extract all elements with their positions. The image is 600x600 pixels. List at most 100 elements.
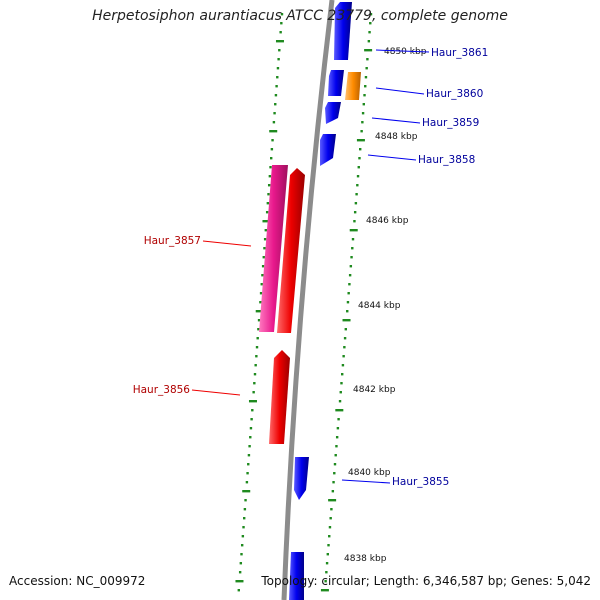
gene-leader-line	[191, 389, 241, 396]
tick-mark	[267, 184, 271, 187]
gene-label-haur-3856[interactable]: Haur_3856	[133, 384, 191, 396]
gene-label-haur-3861[interactable]: Haur_3861	[431, 47, 488, 59]
tick-mark	[256, 337, 259, 340]
gene-haur-3859[interactable]	[325, 102, 341, 124]
tick-mark	[362, 103, 365, 106]
gene-haur-3858[interactable]	[320, 134, 336, 166]
gene-label-haur-3860[interactable]: Haur_3860	[426, 88, 483, 100]
tick-mark	[354, 202, 358, 205]
tick-mark	[360, 130, 363, 133]
tick-mark	[272, 121, 276, 124]
tick-mark	[243, 517, 246, 520]
outer-tick-track	[320, 13, 373, 592]
tick-mark	[246, 472, 249, 475]
scale-label: 4844 kbp	[358, 301, 401, 311]
tick-mark	[275, 85, 278, 88]
tick-mark	[242, 490, 251, 493]
tick-mark	[241, 535, 245, 538]
tick-mark	[364, 76, 368, 79]
tick-mark	[257, 328, 260, 331]
tick-mark	[253, 382, 256, 385]
scale-label: 4838 kbp	[344, 554, 387, 564]
gene-haur-3855[interactable]	[294, 457, 309, 500]
tick-mark	[338, 400, 342, 403]
tick-mark	[275, 40, 284, 43]
tick-mark	[361, 112, 365, 115]
tick-mark	[361, 121, 364, 124]
tick-mark	[346, 310, 349, 313]
tick-mark	[328, 526, 332, 529]
tick-mark	[334, 454, 337, 457]
tick-mark	[273, 112, 276, 115]
tick-mark	[276, 76, 279, 79]
tick-mark	[353, 220, 356, 223]
gene-label-haur-3858[interactable]: Haur_3858	[418, 154, 475, 166]
tick-mark	[270, 157, 273, 160]
tick-mark	[255, 355, 258, 358]
accession-text: Accession: NC_009972	[9, 574, 146, 588]
tick-mark	[240, 544, 244, 547]
tick-mark	[330, 508, 333, 511]
tick-mark	[357, 166, 360, 169]
tick-mark	[350, 256, 353, 259]
tick-mark	[247, 454, 251, 457]
tick-mark	[244, 499, 247, 502]
gene-haur-3860[interactable]	[328, 70, 344, 96]
tick-mark	[249, 427, 253, 430]
tick-mark	[369, 22, 372, 25]
tick-mark	[259, 292, 263, 295]
tick-mark	[243, 508, 247, 511]
tick-mark	[349, 229, 358, 232]
tick-mark	[343, 346, 346, 349]
tick-mark	[280, 22, 283, 25]
tick-mark	[353, 211, 357, 214]
tick-mark	[262, 220, 271, 223]
tick-mark	[342, 355, 345, 358]
tick-mark	[269, 166, 272, 169]
gene-label-haur-3857[interactable]: Haur_3857	[144, 235, 201, 247]
tick-mark	[268, 175, 272, 178]
tick-mark	[333, 463, 337, 466]
tick-mark	[263, 238, 267, 241]
tick-mark	[248, 400, 257, 403]
tick-mark	[335, 436, 339, 439]
gene-haur-3856[interactable]	[269, 350, 290, 444]
gene-label-haur-3859[interactable]: Haur_3859	[422, 117, 479, 129]
gene-label-haur-3855[interactable]: Haur_3855	[392, 476, 449, 488]
gene-labels: Haur_3861 Haur_3860 Haur_3859 Haur_3858 Haur…	[133, 47, 489, 488]
gene-haur-3857[interactable]	[277, 168, 305, 333]
tick-mark	[341, 373, 344, 376]
tick-mark	[257, 319, 261, 322]
tick-mark	[271, 139, 274, 142]
scale-label: 4846 kbp	[366, 216, 409, 226]
tick-mark	[367, 40, 371, 43]
tick-mark	[276, 67, 280, 70]
gene-haur-3861[interactable]	[334, 2, 352, 60]
tick-mark	[359, 148, 362, 151]
tick-mark	[262, 256, 265, 259]
tick-mark	[358, 157, 361, 160]
gene-haur-3857-pink[interactable]	[259, 165, 288, 332]
tick-mark	[346, 301, 350, 304]
tick-mark	[267, 193, 270, 196]
tick-mark	[343, 337, 347, 340]
tick-mark	[329, 517, 332, 520]
gene-lower-forward[interactable]	[289, 552, 304, 600]
tick-mark	[280, 13, 284, 16]
tick-mark	[324, 580, 327, 583]
tick-mark	[349, 265, 353, 268]
tick-mark	[347, 292, 350, 295]
tick-mark	[239, 562, 243, 565]
tick-mark	[356, 139, 365, 142]
tick-mark	[320, 589, 329, 592]
gene-haur-3860-b[interactable]	[345, 72, 361, 100]
tick-mark	[266, 202, 270, 205]
tick-mark	[253, 373, 257, 376]
tick-mark	[269, 130, 278, 133]
tick-mark	[348, 283, 351, 286]
scale-label: 4840 kbp	[348, 468, 391, 478]
tick-mark	[245, 481, 249, 484]
tick-mark	[242, 526, 245, 529]
scale-label: 4850 kbp	[384, 47, 427, 57]
